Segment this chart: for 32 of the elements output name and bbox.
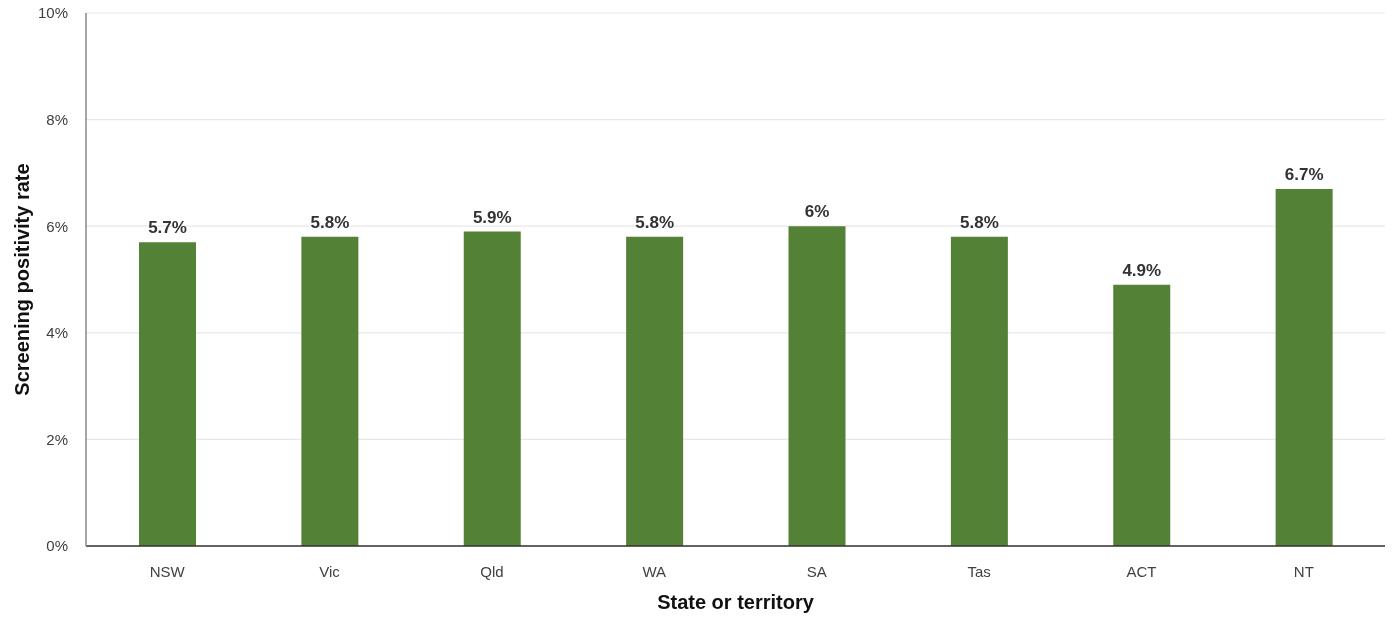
x-tick-label: Tas [967, 562, 991, 580]
x-tick-label: Qld [480, 562, 504, 580]
data-label: 5.9% [472, 207, 512, 227]
x-tick-label: NSW [149, 562, 186, 580]
data-label: 4.9% [1122, 260, 1162, 280]
x-tick-label: Vic [319, 562, 341, 580]
data-label: 5.7% [148, 218, 187, 238]
x-tick-label: SA [806, 562, 827, 580]
data-label: 6.7% [1284, 164, 1324, 184]
bar [1113, 284, 1171, 546]
x-tick-label: WA [642, 562, 667, 580]
bar [463, 231, 521, 546]
y-axis-title: Screening positivity rate [11, 163, 34, 396]
bar [950, 236, 1008, 546]
bar [139, 242, 196, 546]
data-label: 5.8% [960, 212, 999, 232]
data-label: 5.8% [635, 212, 674, 232]
x-tick-label: NT [1293, 562, 1314, 580]
y-tick-label: 10% [37, 4, 68, 22]
y-tick-label: 4% [46, 324, 68, 342]
y-tick-label: 8% [46, 110, 68, 128]
bar [788, 226, 846, 546]
bar [626, 236, 684, 546]
y-tick-label: 2% [46, 430, 68, 448]
bar [1275, 188, 1333, 546]
bar [301, 236, 359, 546]
data-label: 6% [804, 202, 830, 222]
x-axis-title: State or territory [657, 591, 815, 613]
data-label: 5.8% [310, 212, 350, 232]
y-tick-label: 0% [46, 537, 68, 555]
y-tick-label: 6% [46, 217, 68, 235]
x-tick-label: ACT [1126, 562, 1157, 580]
